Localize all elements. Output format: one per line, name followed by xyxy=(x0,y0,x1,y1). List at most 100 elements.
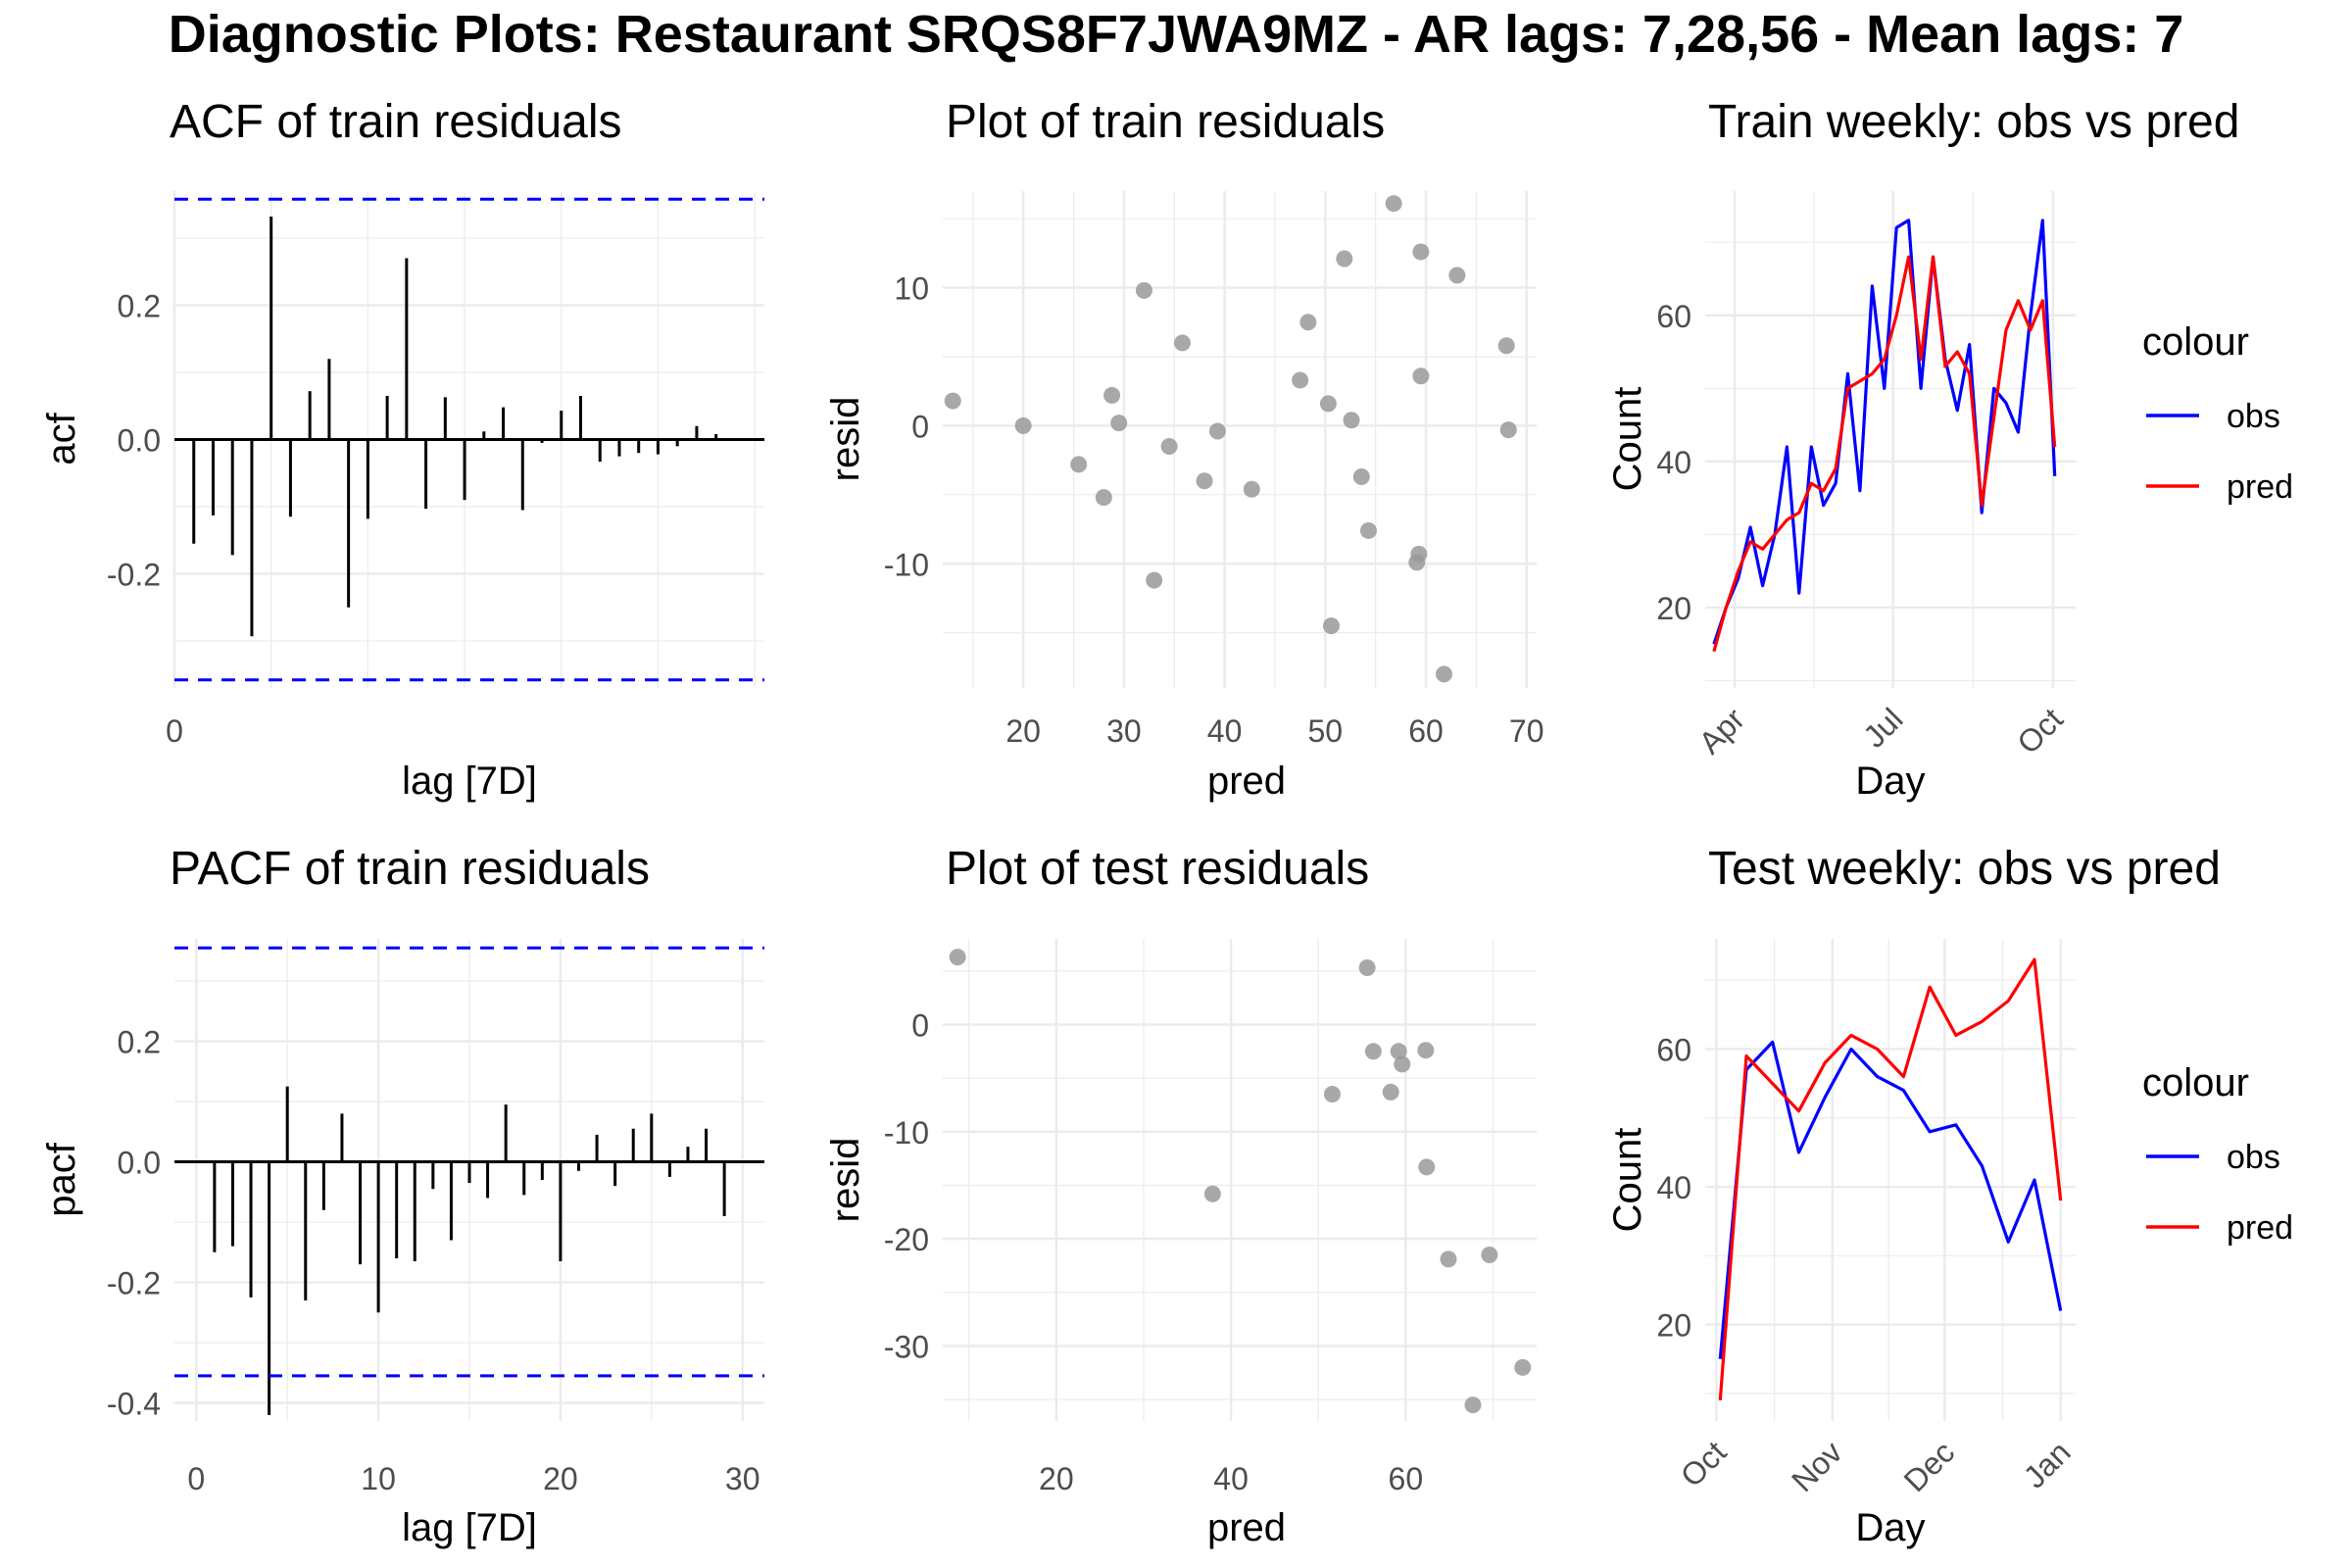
y-tick-label: -0.2 xyxy=(107,1266,161,1301)
data-point xyxy=(1382,1083,1399,1101)
data-point xyxy=(1464,1396,1482,1414)
data-point xyxy=(1173,334,1191,352)
y-tick-label: 60 xyxy=(1656,1032,1691,1067)
panel-title: Plot of test residuals xyxy=(946,843,1369,895)
series-line-pred xyxy=(1712,255,2057,653)
panel-title: PACF of train residuals xyxy=(170,843,650,895)
legend-title: colour xyxy=(2142,1061,2249,1104)
x-tick-label: 30 xyxy=(725,1461,760,1496)
data-point xyxy=(1352,468,1370,486)
x-tick-label: Jul xyxy=(1856,701,1909,754)
data-point xyxy=(1103,386,1121,404)
y-tick-label: 0.2 xyxy=(118,288,161,323)
data-point xyxy=(1359,521,1377,539)
data-point xyxy=(1412,368,1430,385)
legend-label: obs xyxy=(2227,1139,2280,1176)
x-tick-label: Dec xyxy=(1897,1434,1962,1498)
x-tick-label: 40 xyxy=(1207,713,1243,749)
data-point xyxy=(1497,337,1515,355)
legend-label: pred xyxy=(2227,468,2293,506)
data-point xyxy=(1358,959,1376,977)
x-tick-label: 40 xyxy=(1213,1461,1249,1496)
y-tick-label: 40 xyxy=(1656,1170,1691,1205)
y-axis-label: Count xyxy=(1606,1128,1649,1233)
y-axis-label: Count xyxy=(1606,387,1649,492)
panel-train-resid: Plot of train residuals -10 0 10 20 30 40 50 60 7… xyxy=(824,96,1544,803)
data-point xyxy=(1146,571,1163,589)
x-tick-label: 30 xyxy=(1106,713,1142,749)
data-point xyxy=(1336,250,1353,268)
data-point xyxy=(949,949,966,966)
x-tick-label: 20 xyxy=(1039,1461,1074,1496)
data-point xyxy=(1208,422,1226,440)
x-tick-label: 20 xyxy=(1005,713,1041,749)
data-point xyxy=(1440,1250,1457,1268)
y-tick-label: -30 xyxy=(884,1329,929,1364)
data-point xyxy=(1394,1055,1411,1073)
y-axis-label: acf xyxy=(40,412,83,465)
panel-pacf: PACF of train residuals -0.4 -0.2 0.0 0.2 0 10… xyxy=(40,843,764,1549)
y-tick-label: 0.0 xyxy=(118,423,161,459)
data-point xyxy=(1385,195,1402,213)
data-point xyxy=(1095,489,1112,507)
series-line-obs xyxy=(1712,219,2057,645)
y-tick-label: 60 xyxy=(1656,299,1691,334)
x-axis-label: pred xyxy=(1207,1506,1286,1549)
x-axis-label: Day xyxy=(1855,1506,1925,1549)
data-point xyxy=(1364,1043,1382,1060)
x-tick-label: 20 xyxy=(543,1461,578,1496)
data-point xyxy=(1410,545,1428,563)
legend-title: colour xyxy=(2142,320,2249,364)
x-tick-label: 70 xyxy=(1509,713,1544,749)
data-point xyxy=(1412,243,1430,261)
data-point xyxy=(1196,472,1213,490)
data-point xyxy=(1343,412,1360,429)
data-point xyxy=(1418,1158,1436,1176)
x-tick-label: 60 xyxy=(1389,1461,1424,1496)
panel-test-resid: Plot of test residuals -30 -20 -10 0 20 40 60 pr… xyxy=(824,843,1537,1549)
y-tick-label: 0.0 xyxy=(118,1146,161,1181)
data-point xyxy=(1203,1185,1221,1202)
data-point xyxy=(1014,416,1032,434)
y-tick-label: 40 xyxy=(1656,445,1691,480)
panel-acf: ACF of train residuals -0.2 0.0 0.2 0 lag [7D… xyxy=(40,96,764,803)
panel-train-weekly: Train weekly: obs vs pred 20 40 60 Apr Jul Oct… xyxy=(1606,96,2293,803)
panel-title: Test weekly: obs vs pred xyxy=(1708,843,2221,895)
x-tick-label: 0 xyxy=(187,1461,205,1496)
data-point xyxy=(1323,1086,1341,1103)
y-tick-label: 10 xyxy=(894,271,929,307)
y-tick-label: 20 xyxy=(1656,1308,1691,1344)
data-point xyxy=(1322,617,1340,635)
series-line-obs xyxy=(1718,1040,2063,1359)
data-point xyxy=(1299,314,1317,331)
x-tick-label: Jan xyxy=(2017,1434,2078,1494)
y-tick-label: -10 xyxy=(884,1115,929,1151)
x-axis-label: lag [7D] xyxy=(402,1506,537,1549)
data-point xyxy=(1292,371,1309,389)
figure-title: Diagnostic Plots: Restaurant SRQS8F7JWA9… xyxy=(168,5,2184,64)
y-tick-label: 20 xyxy=(1656,591,1691,626)
y-axis-label: pacf xyxy=(40,1142,83,1216)
data-point xyxy=(1319,395,1337,413)
data-point xyxy=(1417,1042,1435,1059)
x-tick-label: 50 xyxy=(1308,713,1344,749)
data-point xyxy=(1514,1358,1532,1376)
y-tick-label: 0.2 xyxy=(118,1025,161,1060)
x-tick-label: 60 xyxy=(1408,713,1444,749)
data-point xyxy=(1481,1247,1498,1264)
data-point xyxy=(1070,456,1088,473)
y-tick-label: -10 xyxy=(884,547,929,582)
x-axis-label: pred xyxy=(1207,760,1286,803)
data-point xyxy=(1448,267,1466,284)
data-point xyxy=(1390,1043,1407,1060)
data-point xyxy=(1243,480,1260,498)
panel-title: Plot of train residuals xyxy=(946,96,1385,148)
y-tick-label: -20 xyxy=(884,1222,929,1257)
data-point xyxy=(944,392,961,410)
y-axis-label: resid xyxy=(824,397,867,482)
data-point xyxy=(1135,281,1152,299)
y-tick-label: 0 xyxy=(911,409,929,444)
panel-title: ACF of train residuals xyxy=(170,96,622,148)
data-point xyxy=(1499,421,1517,439)
